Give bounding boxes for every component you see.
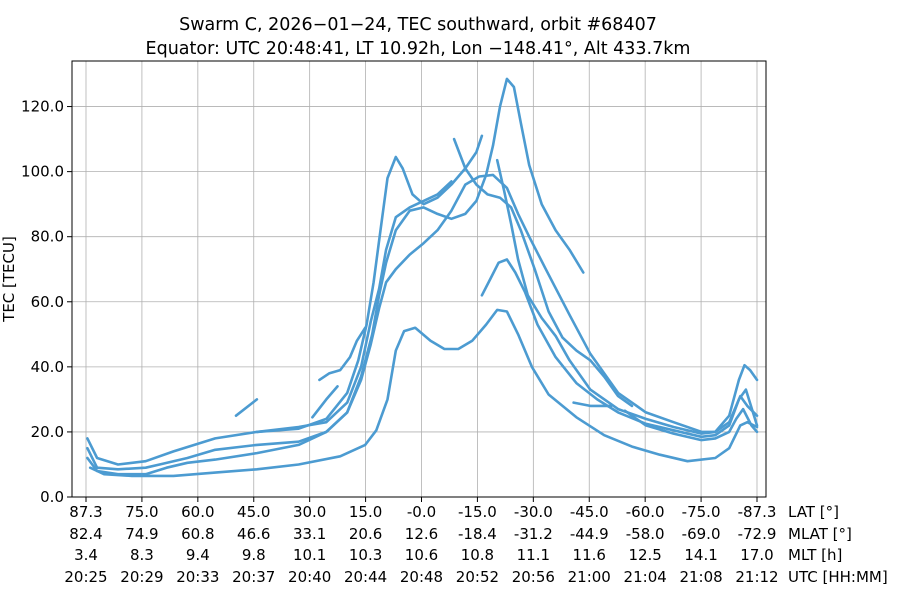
x-tick-label: -69.0	[682, 525, 721, 543]
x-tick-label: 21:04	[624, 568, 667, 586]
x-tick-label: 60.8	[181, 525, 214, 543]
x-tick-label: 74.9	[125, 525, 158, 543]
x-tick-label: -45.0	[570, 503, 609, 521]
x-tick-label: 75.0	[125, 503, 158, 521]
grid-lines	[72, 61, 766, 498]
data-series	[86, 77, 759, 478]
tec-series-11	[318, 326, 367, 382]
x-tick-label: 20:33	[176, 568, 219, 586]
x-tick-label: 21:12	[735, 568, 778, 586]
x-tick-label: 12.5	[628, 546, 661, 564]
tec-series-1	[88, 308, 759, 478]
x-tick-label: 45.0	[237, 503, 270, 521]
y-tick-label: 80.0	[31, 228, 64, 246]
x-tick-label: 10.6	[405, 546, 438, 564]
x-tick-label: 12.6	[405, 525, 438, 543]
x-tick-label: -60.0	[626, 503, 665, 521]
x-tick-label: 20:52	[456, 568, 499, 586]
tec-series-6	[452, 137, 634, 408]
x-tick-label: 20:44	[344, 568, 387, 586]
y-axis-label: TEC [TECU]	[0, 236, 18, 323]
x-tick-label: 21:08	[679, 568, 722, 586]
x-tick-label: 20:56	[512, 568, 555, 586]
tec-series-12	[311, 385, 339, 419]
plot-frame	[71, 60, 767, 498]
x-tick-label: 10.8	[461, 546, 494, 564]
tec-series-9	[623, 407, 759, 442]
x-tick-label: 10.1	[293, 546, 326, 564]
x-tick-label: 15.0	[349, 503, 382, 521]
x-tick-label: -58.0	[626, 525, 665, 543]
x-tick-label: -15.0	[458, 503, 497, 521]
tec-series-2	[86, 173, 759, 476]
y-tick-label: 0.0	[40, 488, 64, 506]
x-tick-label: -0.0	[407, 503, 436, 521]
tec-series-10	[234, 398, 259, 418]
x-tick-label: 20.6	[349, 525, 382, 543]
x-tick-label: -72.9	[738, 525, 777, 543]
x-tick-label: -30.0	[514, 503, 553, 521]
tec-series-5	[255, 134, 484, 434]
x-axis-name: MLAT [°]	[788, 525, 852, 543]
x-tick-label: 20:48	[400, 568, 443, 586]
x-tick-label: 17.0	[740, 546, 773, 564]
tec-series-3	[86, 77, 585, 471]
x-axis-name: MLT [h]	[788, 546, 842, 564]
x-tick-label: 87.3	[69, 503, 102, 521]
x-tick-label: 9.4	[186, 546, 210, 564]
x-axis-name: UTC [HH:MM]	[788, 568, 888, 586]
x-tick-label: 14.1	[684, 546, 717, 564]
tec-series-7	[495, 158, 759, 435]
y-tick-label: 20.0	[31, 423, 64, 441]
x-tick-label: 9.8	[242, 546, 266, 564]
x-tick-label: -44.9	[570, 525, 609, 543]
tec-series-13	[572, 401, 613, 408]
x-tick-label: 60.0	[181, 503, 214, 521]
x-tick-label: -31.2	[514, 525, 553, 543]
chart-title-line1: Swarm C, 2026−01−24, TEC southward, orbi…	[179, 15, 657, 35]
y-tick-label: 60.0	[31, 293, 64, 311]
x-tick-label: -75.0	[682, 503, 721, 521]
x-tick-label: 11.6	[573, 546, 606, 564]
chart-title-line2: Equator: UTC 20:48:41, LT 10.92h, Lon −1…	[146, 39, 691, 59]
x-tick-label: 21:00	[568, 568, 611, 586]
x-tick-label: 33.1	[293, 525, 326, 543]
x-tick-label: 82.4	[69, 525, 102, 543]
x-axis-name: LAT [°]	[788, 503, 839, 521]
x-tick-label: 11.1	[517, 546, 550, 564]
x-tick-label: 3.4	[74, 546, 98, 564]
x-tick-label: 20:29	[120, 568, 163, 586]
x-tick-label: 20:37	[232, 568, 275, 586]
x-tick-label: 8.3	[130, 546, 154, 564]
tec-series-4	[86, 180, 453, 466]
tec-series-8	[480, 258, 759, 439]
x-tick-label: -18.4	[458, 525, 497, 543]
x-tick-label: -87.3	[738, 503, 777, 521]
y-tick-label: 120.0	[21, 98, 64, 116]
x-tick-label: 20:25	[64, 568, 107, 586]
y-tick-label: 40.0	[31, 358, 64, 376]
x-tick-label: 10.3	[349, 546, 382, 564]
x-axes: 87.3 75.0 60.0 45.0 30.0 15.0 -0.0 -15.0 -30.0 -4…	[64, 497, 888, 586]
x-tick-label: 46.6	[237, 525, 270, 543]
x-tick-label: 30.0	[293, 503, 326, 521]
y-tick-label: 100.0	[21, 163, 64, 181]
y-axis: 0.0 20.0 40.0 60.0 80.0 100.0 120.0	[21, 98, 72, 506]
x-tick-label: 20:40	[288, 568, 331, 586]
